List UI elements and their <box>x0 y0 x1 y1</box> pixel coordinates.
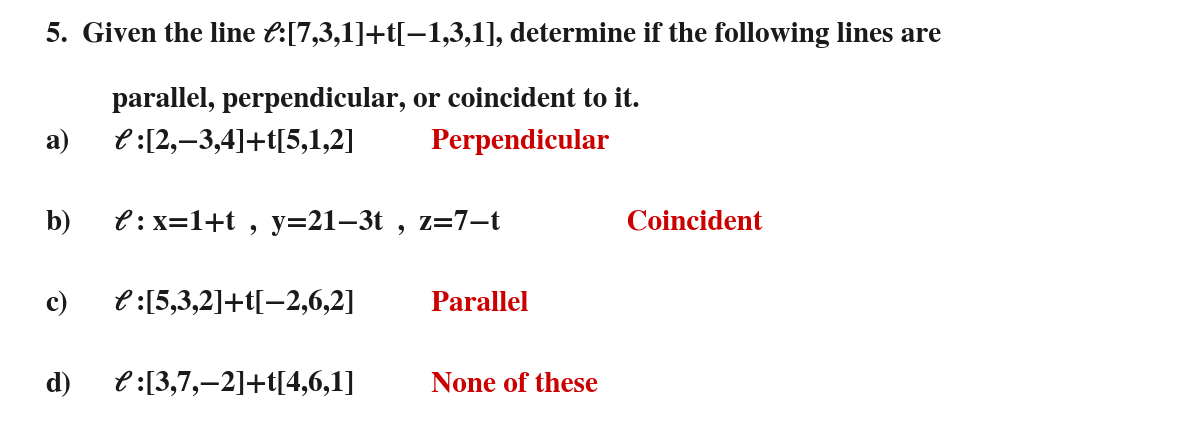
Text: parallel, perpendicular, or coincident to it.: parallel, perpendicular, or coincident t… <box>112 87 640 113</box>
Text: None of these: None of these <box>424 371 598 398</box>
Text: ℓ₂:[2,−3,4]+t[5,1,2]: ℓ₂:[2,−3,4]+t[5,1,2] <box>114 129 354 155</box>
Text: 5.  Given the line ℓ:[7,3,1]+t[−1,3,1], determine if the following lines are: 5. Given the line ℓ:[7,3,1]+t[−1,3,1], d… <box>46 22 941 48</box>
Text: d): d) <box>46 371 72 398</box>
Text: Perpendicular: Perpendicular <box>424 129 608 155</box>
Text: a): a) <box>46 129 70 155</box>
Text: ℓ₅:[3,7,−2]+t[4,6,1]: ℓ₅:[3,7,−2]+t[4,6,1] <box>114 371 354 398</box>
Text: Parallel: Parallel <box>424 291 528 317</box>
Text: c): c) <box>46 291 68 317</box>
Text: b): b) <box>46 210 72 236</box>
Text: Coincident: Coincident <box>612 210 763 236</box>
Text: ℓ₃: x=1+t  ,  y=21−3t  ,  z=7−t: ℓ₃: x=1+t , y=21−3t , z=7−t <box>114 210 500 236</box>
Text: ℓ₄:[5,3,2]+t[−2,6,2]: ℓ₄:[5,3,2]+t[−2,6,2] <box>114 291 354 317</box>
